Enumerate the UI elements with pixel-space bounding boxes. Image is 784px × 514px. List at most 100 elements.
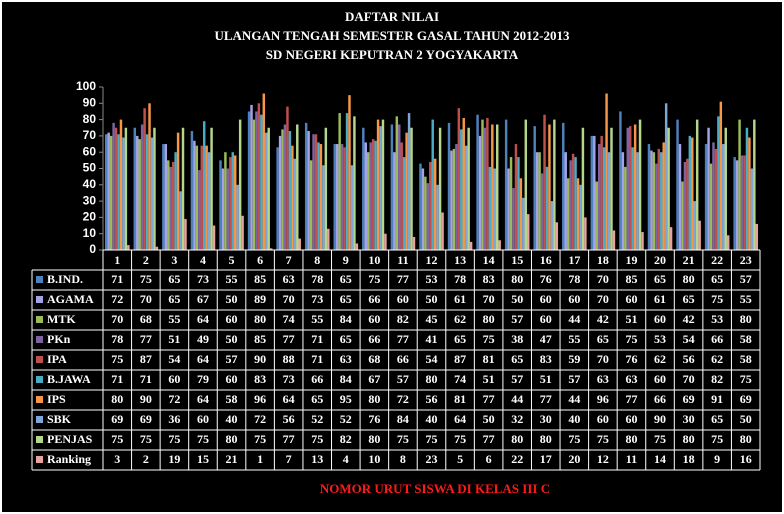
table-value: 73 (283, 372, 295, 386)
table-value: 42 (683, 312, 695, 326)
legend-label: AGAMA (47, 292, 94, 306)
bar (338, 113, 341, 250)
bar (519, 178, 523, 250)
x-tick-label: 10 (368, 253, 380, 267)
table-value: 75 (140, 272, 152, 286)
table-value: 79 (197, 372, 209, 386)
table-value: 71 (311, 352, 323, 366)
bar (298, 238, 301, 250)
bar (234, 155, 237, 250)
bar (345, 113, 349, 250)
bar (709, 163, 713, 250)
bar (512, 188, 515, 250)
bar (319, 144, 323, 250)
table-value: 12 (597, 452, 609, 466)
table-value: 71 (311, 332, 323, 346)
bar (600, 135, 603, 250)
bar (265, 132, 268, 250)
table-value: 77 (283, 332, 295, 346)
bar (104, 134, 108, 250)
table-value: 77 (397, 272, 409, 286)
bar (155, 246, 159, 250)
y-tick-label: 10 (83, 226, 97, 240)
bar (202, 121, 206, 250)
legend-key (36, 456, 43, 463)
table-value: 65 (340, 272, 352, 286)
bar (293, 158, 297, 250)
table-value: 58 (740, 352, 752, 366)
bar (545, 166, 549, 250)
table-value: 45 (426, 312, 438, 326)
table-value: 50 (226, 332, 238, 346)
table-value: 70 (283, 292, 295, 306)
table-value: 87 (140, 352, 152, 366)
table-value: 95 (340, 392, 352, 406)
bar (605, 93, 608, 251)
bar (119, 119, 123, 250)
bar (169, 166, 172, 250)
bar (447, 122, 451, 250)
table-value: 70 (597, 272, 609, 286)
bar (366, 152, 370, 250)
table-value: 57 (511, 312, 523, 326)
bar (619, 111, 622, 250)
bar (457, 108, 461, 250)
bar (335, 144, 339, 250)
table-value: 72 (111, 292, 123, 306)
table-value: 66 (654, 392, 666, 406)
table-value: 3 (114, 452, 120, 466)
bar (127, 245, 130, 250)
bar (212, 225, 216, 250)
table-value: 40 (226, 412, 238, 426)
legend-key (36, 336, 43, 343)
table-value: 65 (340, 332, 352, 346)
table-value: 51 (168, 332, 180, 346)
bar (740, 155, 744, 250)
bar (164, 144, 168, 250)
bar (631, 147, 634, 250)
bar (224, 152, 227, 250)
bar (667, 127, 670, 250)
bar (362, 127, 365, 250)
bar (626, 127, 629, 250)
table-value: 65 (168, 272, 180, 286)
table-value: 66 (368, 292, 380, 306)
bar (638, 119, 642, 250)
bar (704, 144, 708, 250)
bar (562, 122, 565, 250)
x-tick-label: 4 (200, 253, 206, 267)
table-value: 44 (568, 312, 580, 326)
bar (726, 235, 730, 250)
bar (678, 144, 682, 250)
bar (483, 127, 487, 250)
table-value: 36 (168, 412, 180, 426)
bar (504, 119, 508, 250)
legend-key (36, 296, 43, 303)
table-value: 6 (486, 452, 492, 466)
table-value: 61 (654, 292, 666, 306)
table-value: 14 (654, 452, 666, 466)
bar (486, 117, 489, 250)
bar (364, 142, 367, 250)
table-value: 90 (654, 412, 666, 426)
table-value: 63 (283, 272, 295, 286)
bar (412, 236, 416, 250)
table-value: 60 (568, 292, 580, 306)
table-value: 50 (483, 412, 495, 426)
bar (278, 135, 282, 250)
table-value: 82 (711, 372, 723, 386)
bar (450, 150, 453, 250)
table-value: 67 (197, 292, 209, 306)
x-tick-label: 9 (343, 253, 349, 267)
table-value: 50 (426, 292, 438, 306)
x-tick-label: 19 (625, 253, 637, 267)
table-value: 81 (483, 352, 495, 366)
bar (540, 173, 544, 250)
x-tick-label: 18 (597, 253, 609, 267)
bar (407, 113, 411, 250)
legend-label: SBK (47, 412, 72, 426)
bar (333, 144, 336, 250)
table-value: 70 (597, 352, 609, 366)
bar (117, 134, 120, 250)
bar (714, 148, 718, 250)
